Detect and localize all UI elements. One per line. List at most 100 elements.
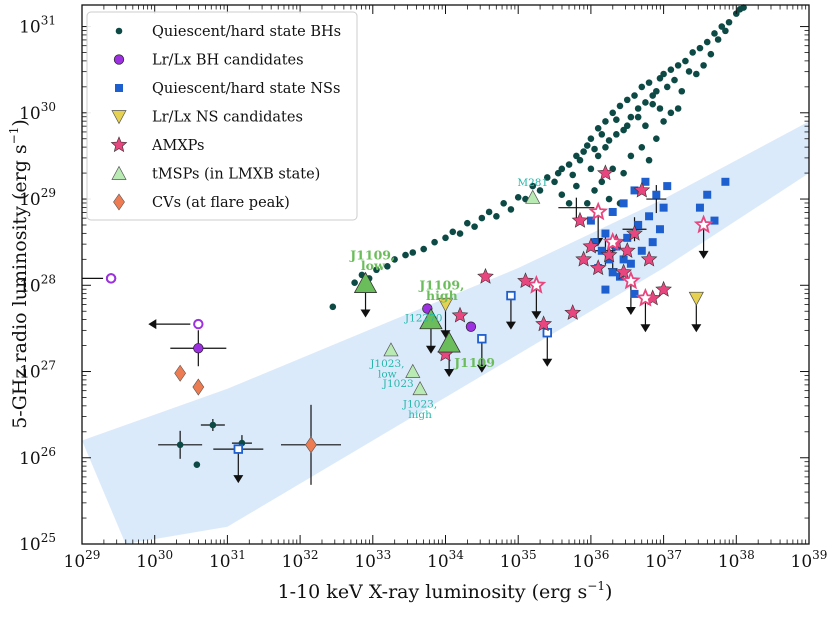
legend-marker bbox=[113, 54, 125, 65]
legend-marker bbox=[113, 193, 125, 211]
data-point bbox=[597, 246, 606, 255]
data-point bbox=[471, 223, 478, 230]
data-point bbox=[571, 211, 589, 228]
data-point bbox=[674, 62, 682, 69]
data-point bbox=[656, 105, 664, 112]
upper-limit-arrow bbox=[698, 250, 709, 259]
data-point bbox=[582, 237, 600, 254]
data-point bbox=[600, 246, 618, 263]
y-tick-label: 1027 bbox=[19, 359, 56, 383]
data-point bbox=[353, 271, 378, 293]
data-point bbox=[405, 363, 421, 378]
legend-label: Quiescent/hard state NSs bbox=[152, 81, 340, 97]
data-point bbox=[598, 178, 606, 186]
upper-limit-arrow bbox=[476, 364, 487, 373]
data-point bbox=[718, 23, 726, 30]
x-tick-label: 1036 bbox=[572, 548, 609, 572]
data-point bbox=[655, 280, 672, 297]
y-tick-label: 1030 bbox=[19, 100, 56, 124]
data-point bbox=[721, 177, 730, 186]
data-point bbox=[641, 177, 650, 186]
data-point bbox=[305, 436, 317, 454]
data-point bbox=[588, 201, 609, 221]
data-point bbox=[602, 143, 609, 151]
data-point bbox=[608, 207, 617, 216]
upper-limit-arrow bbox=[425, 345, 436, 354]
data-point bbox=[621, 270, 641, 290]
data-point bbox=[597, 164, 614, 181]
x-tick-label: 1030 bbox=[136, 548, 173, 572]
series-amxps-limits- bbox=[526, 201, 714, 307]
x-tick-label: 1037 bbox=[645, 548, 682, 572]
data-point bbox=[412, 381, 428, 396]
data-point bbox=[671, 76, 678, 84]
annotation-label: J1023, bbox=[369, 358, 404, 370]
data-point bbox=[655, 225, 664, 234]
upper-limit-arrow bbox=[531, 311, 542, 320]
data-point bbox=[409, 249, 417, 256]
annotation-label: J1023 bbox=[382, 378, 414, 390]
data-point bbox=[485, 208, 493, 216]
upper-limit-arrow bbox=[360, 309, 371, 318]
data-point bbox=[608, 268, 617, 277]
data-point bbox=[642, 122, 649, 130]
data-point bbox=[618, 242, 636, 258]
data-point bbox=[536, 187, 544, 194]
data-point bbox=[576, 156, 584, 164]
x-tick-label: 1038 bbox=[718, 548, 755, 572]
upper-limit-arrow bbox=[440, 330, 451, 339]
y-tick-label: 1028 bbox=[19, 272, 56, 296]
data-point bbox=[635, 287, 656, 307]
data-point bbox=[493, 212, 500, 220]
data-point bbox=[645, 79, 653, 86]
data-point bbox=[105, 273, 117, 284]
data-point bbox=[707, 50, 715, 58]
data-point bbox=[176, 441, 184, 449]
data-point bbox=[565, 161, 573, 168]
x-tick-label: 1033 bbox=[354, 548, 391, 572]
data-point bbox=[663, 182, 672, 191]
data-point bbox=[619, 255, 628, 264]
point-annotations: J1109,lowJ1109,highJ1109J12270M281J1023,… bbox=[349, 177, 548, 421]
data-point bbox=[616, 102, 624, 110]
x-tick-label: 1034 bbox=[427, 548, 464, 572]
data-point bbox=[233, 444, 244, 454]
data-point bbox=[587, 135, 595, 142]
data-point bbox=[605, 137, 613, 144]
legend-marker bbox=[115, 27, 123, 35]
data-point bbox=[615, 263, 632, 280]
data-point bbox=[619, 199, 628, 208]
y-tick-label: 1029 bbox=[19, 186, 56, 210]
data-point bbox=[420, 245, 427, 253]
annotation-label: J1109, bbox=[349, 247, 395, 262]
axis-titles: 1-10 keV X-ray luminosity (erg s−1) 5-GH… bbox=[7, 119, 612, 603]
annotation-label: J1109 bbox=[453, 355, 495, 370]
data-point bbox=[667, 109, 675, 117]
data-point bbox=[583, 200, 591, 207]
legend-label: Lr/Lx BH candidates bbox=[152, 53, 304, 69]
data-point bbox=[431, 238, 438, 246]
data-point bbox=[630, 289, 639, 298]
data-point bbox=[703, 190, 712, 199]
data-point bbox=[478, 214, 486, 222]
data-point bbox=[649, 92, 656, 99]
data-point bbox=[580, 148, 587, 155]
legend-label: Lr/Lx NS candidates bbox=[152, 110, 303, 126]
data-point bbox=[660, 118, 667, 125]
data-point bbox=[564, 304, 582, 320]
data-point bbox=[693, 70, 700, 78]
series-quiescent-hard-state-nss-limits- bbox=[233, 290, 552, 454]
y-tick-label: 1026 bbox=[19, 445, 56, 469]
data-point bbox=[688, 291, 704, 306]
data-point bbox=[660, 70, 667, 78]
data-point bbox=[645, 212, 654, 221]
data-point bbox=[591, 145, 598, 153]
data-point bbox=[700, 62, 707, 69]
legend-label: CVs (at flare peak) bbox=[152, 195, 290, 211]
data-point bbox=[638, 83, 646, 91]
series-lr-lx-ns-candidates bbox=[437, 291, 704, 312]
annotation-label: high bbox=[426, 288, 458, 303]
legend-box bbox=[86, 11, 358, 221]
data-point bbox=[642, 99, 649, 106]
data-point bbox=[529, 182, 537, 190]
